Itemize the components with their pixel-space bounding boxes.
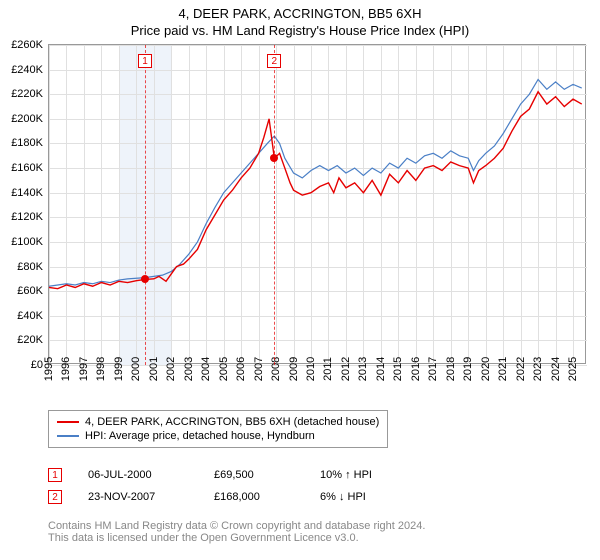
y-tick-label: £220K [11, 88, 43, 100]
sale-row: 1 06-JUL-2000 £69,500 10% ↑ HPI [48, 468, 372, 482]
chart-subtitle: Price paid vs. HM Land Registry's House … [0, 21, 600, 42]
y-tick-label: £260K [11, 39, 43, 51]
series-lines [49, 45, 585, 363]
sale-marker-line [145, 45, 146, 365]
y-tick-label: £140K [11, 187, 43, 199]
sale-price: £168,000 [214, 491, 294, 503]
chart-container: 4, DEER PARK, ACCRINGTON, BB5 6XH Price … [0, 0, 600, 560]
sale-row-marker: 1 [48, 468, 62, 482]
chart-title: 4, DEER PARK, ACCRINGTON, BB5 6XH [0, 0, 600, 21]
sale-marker-box: 2 [267, 54, 281, 68]
sale-date: 06-JUL-2000 [88, 469, 188, 481]
y-tick-label: £180K [11, 137, 43, 149]
footer-line-2: This data is licensed under the Open Gov… [48, 532, 425, 544]
legend: 4, DEER PARK, ACCRINGTON, BB5 6XH (detac… [48, 410, 388, 448]
y-tick-label: £20K [17, 334, 43, 346]
y-tick-label: £80K [17, 261, 43, 273]
sale-marker-dot [270, 154, 278, 162]
sale-marker-line [274, 45, 275, 365]
plot-area: £0£20K£40K£60K£80K£100K£120K£140K£160K£1… [48, 44, 586, 364]
y-tick-label: £60K [17, 285, 43, 297]
legend-row: HPI: Average price, detached house, Hynd… [57, 429, 379, 443]
sale-price: £69,500 [214, 469, 294, 481]
sale-row: 2 23-NOV-2007 £168,000 6% ↓ HPI [48, 490, 372, 504]
y-tick-label: £200K [11, 113, 43, 125]
legend-row: 4, DEER PARK, ACCRINGTON, BB5 6XH (detac… [57, 415, 379, 429]
y-tick-label: £160K [11, 162, 43, 174]
sales-table: 1 06-JUL-2000 £69,500 10% ↑ HPI 2 23-NOV-2007… [48, 460, 372, 504]
sale-delta: 10% ↑ HPI [320, 469, 372, 481]
series-property [49, 92, 582, 289]
sale-marker-box: 1 [138, 54, 152, 68]
sale-date: 23-NOV-2007 [88, 491, 188, 503]
y-tick-label: £120K [11, 211, 43, 223]
y-tick-label: £40K [17, 310, 43, 322]
legend-label: HPI: Average price, detached house, Hynd… [85, 430, 315, 442]
footer-line-1: Contains HM Land Registry data © Crown c… [48, 520, 425, 532]
y-tick-label: £100K [11, 236, 43, 248]
legend-swatch [57, 435, 79, 437]
series-hpi [49, 79, 582, 286]
sale-delta: 6% ↓ HPI [320, 491, 366, 503]
sale-marker-dot [141, 275, 149, 283]
y-tick-label: £240K [11, 64, 43, 76]
y-tick-label: £0 [31, 359, 43, 371]
legend-swatch [57, 421, 79, 423]
legend-label: 4, DEER PARK, ACCRINGTON, BB5 6XH (detac… [85, 416, 379, 428]
footer: Contains HM Land Registry data © Crown c… [48, 520, 425, 544]
sale-row-marker: 2 [48, 490, 62, 504]
